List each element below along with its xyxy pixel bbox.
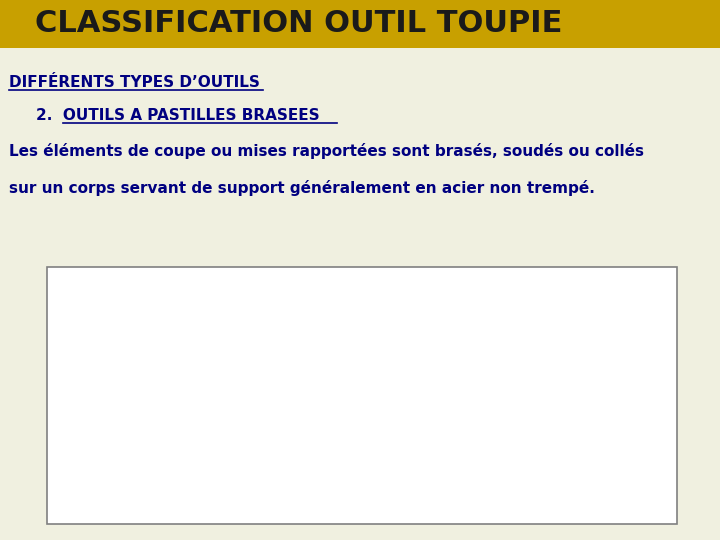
Text: EBENISTE: EBENISTE (614, 30, 656, 39)
Text: rapportées: rapportées (321, 496, 386, 509)
Polygon shape (481, 288, 523, 308)
Polygon shape (78, 293, 300, 498)
Text: DIFFÉRENTS TYPES D’OUTILS: DIFFÉRENTS TYPES D’OUTILS (9, 75, 259, 90)
Text: Les éléments de coupe ou mises rapportées sont brasés, soudés ou collés: Les éléments de coupe ou mises rapportée… (9, 143, 644, 159)
Text: mises: mises (321, 477, 356, 490)
Text: 2.  OUTILS A PASTILLES BRASEES: 2. OUTILS A PASTILLES BRASEES (36, 108, 320, 123)
Text: CLASSIFICATION OUTIL TOUPIE: CLASSIFICATION OUTIL TOUPIE (35, 9, 562, 38)
Circle shape (399, 295, 648, 496)
Text: CAP: CAP (614, 6, 654, 24)
Text: corps: corps (321, 278, 354, 291)
Polygon shape (103, 430, 135, 456)
Polygon shape (624, 344, 654, 380)
Circle shape (427, 318, 620, 474)
Circle shape (634, 355, 648, 367)
Circle shape (392, 399, 407, 410)
Polygon shape (504, 487, 544, 502)
Circle shape (495, 291, 510, 302)
Polygon shape (390, 388, 413, 421)
Text: !: ! (685, 8, 698, 36)
Text: sur un corps servant de support généralement en acier non trempé.: sur un corps servant de support générale… (9, 180, 595, 196)
Circle shape (516, 490, 531, 502)
FancyBboxPatch shape (678, 4, 706, 44)
Circle shape (510, 384, 537, 407)
Polygon shape (87, 373, 120, 388)
FancyBboxPatch shape (608, 0, 678, 48)
Circle shape (459, 343, 589, 448)
Circle shape (492, 370, 555, 421)
Circle shape (135, 353, 240, 438)
FancyBboxPatch shape (706, 0, 720, 48)
